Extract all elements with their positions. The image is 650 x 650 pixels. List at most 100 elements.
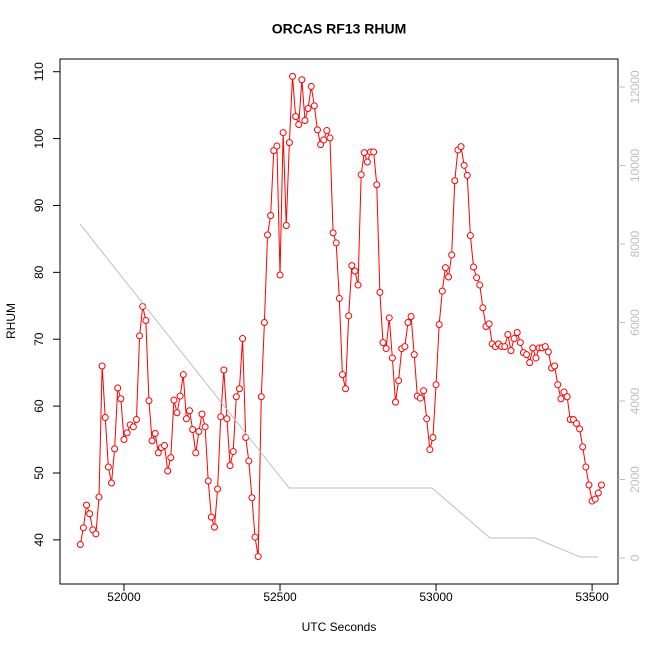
data-point [132, 415, 140, 423]
data-point [204, 477, 212, 485]
y2-tick-label: 10000 [628, 148, 642, 182]
data-point [83, 501, 91, 509]
y-tick-label: 110 [32, 62, 46, 81]
data-point [470, 263, 478, 271]
data-point [485, 320, 493, 328]
data-point [391, 398, 399, 406]
data-point [416, 394, 424, 402]
data-point [273, 142, 281, 150]
data-point [582, 463, 590, 471]
data-point [326, 134, 334, 142]
data-point [423, 415, 431, 423]
data-point [267, 211, 275, 219]
data-point [86, 510, 94, 518]
data-point [285, 139, 293, 147]
data-point [329, 229, 337, 237]
data-point [232, 393, 240, 401]
data-point [107, 479, 115, 487]
data-point [451, 177, 459, 185]
data-point [270, 147, 278, 155]
data-point [572, 419, 580, 427]
data-point [317, 141, 325, 149]
data-point [320, 136, 328, 144]
data-point [257, 393, 265, 401]
data-point [248, 494, 256, 502]
data-point [463, 171, 471, 179]
data-point [579, 443, 587, 451]
data-point [92, 530, 100, 538]
data-point [214, 485, 222, 493]
chart-title: ORCAS RF13 RHUM [272, 21, 407, 37]
data-point [342, 385, 350, 393]
data-point [510, 335, 518, 343]
data-point [445, 273, 453, 281]
data-point [76, 541, 84, 549]
data-point [173, 409, 181, 417]
data-point [401, 343, 409, 351]
data-point [526, 359, 534, 367]
data-point [154, 449, 162, 457]
data-point [426, 446, 434, 454]
y-tick-label: 100 [32, 128, 46, 148]
y-tick-label: 60 [32, 399, 46, 413]
data-point [345, 312, 353, 320]
data-point [295, 121, 303, 129]
data-point [186, 407, 194, 415]
data-point [335, 294, 343, 302]
data-point [429, 434, 437, 442]
data-point [529, 344, 537, 352]
data-point [114, 384, 122, 392]
data-point [563, 393, 571, 401]
data-point [376, 288, 384, 296]
data-point [264, 231, 272, 239]
data-point [585, 481, 593, 489]
data-point [289, 72, 296, 80]
y-tick-label: 80 [32, 265, 46, 279]
data-point [541, 343, 549, 351]
data-point [129, 423, 137, 431]
data-point [176, 392, 184, 400]
data-point [182, 415, 190, 423]
data-point [79, 524, 87, 532]
data-point [420, 387, 428, 395]
data-point [507, 347, 515, 355]
data-point [432, 381, 440, 389]
data-point [145, 397, 153, 405]
data-point [576, 425, 584, 433]
data-point [448, 251, 456, 259]
x-tick-label: 52000 [107, 590, 141, 604]
data-point [235, 385, 243, 393]
data-point [551, 362, 559, 370]
data-point [313, 126, 321, 134]
data-point [307, 82, 315, 90]
data-point [410, 351, 418, 359]
data-point [198, 410, 206, 418]
data-point [379, 339, 387, 347]
data-point [136, 332, 144, 340]
y-tick-label: 40 [32, 533, 46, 547]
data-point [298, 76, 306, 84]
y2-tick-label: 4000 [628, 387, 642, 414]
data-point [438, 287, 446, 295]
data-point [351, 267, 359, 275]
y2-tick-label: 2000 [628, 466, 642, 493]
data-point [192, 449, 200, 457]
x-tick-label: 52500 [263, 590, 297, 604]
y2-tick-label: 6000 [628, 309, 642, 336]
data-point [195, 428, 203, 436]
y-tick-label: 70 [32, 332, 46, 346]
data-point [460, 161, 468, 169]
data-point [407, 312, 415, 320]
data-point [101, 413, 109, 421]
data-point [279, 129, 287, 137]
data-point [557, 395, 565, 403]
plot-box [59, 58, 619, 585]
y2-tick-label: 0 [628, 554, 642, 561]
data-point [170, 396, 178, 404]
data-point [501, 343, 509, 351]
data-point [123, 429, 131, 437]
data-point [120, 436, 128, 444]
data-point [95, 493, 103, 501]
data-point [363, 158, 371, 166]
data-point [516, 339, 524, 347]
